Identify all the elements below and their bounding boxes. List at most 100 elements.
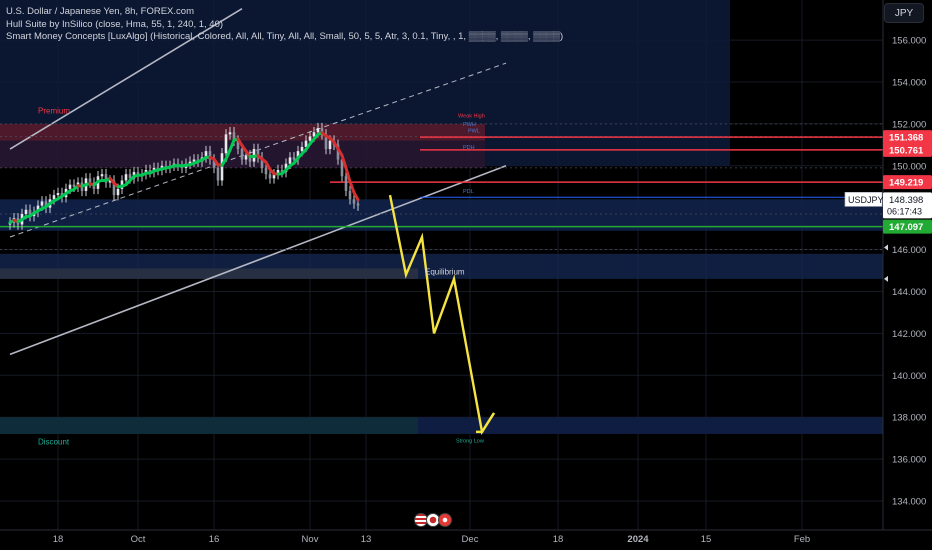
candle-body bbox=[288, 157, 292, 164]
candle-body bbox=[268, 174, 272, 179]
candle-body bbox=[108, 180, 112, 183]
time-tick-label: 18 bbox=[53, 534, 64, 545]
candle-body bbox=[216, 167, 220, 181]
hull-ma-segment bbox=[348, 180, 356, 195]
last-price-tag[interactable] bbox=[883, 192, 932, 219]
candle-body bbox=[40, 201, 44, 206]
candle-body bbox=[112, 180, 116, 196]
pdh-label: PDH bbox=[463, 145, 475, 151]
candle-body bbox=[188, 161, 192, 164]
hull-ma-segment bbox=[224, 148, 232, 161]
price-tick-label: 136.000 bbox=[892, 455, 926, 466]
level-price-tag[interactable] bbox=[883, 175, 932, 190]
candle-body bbox=[224, 134, 228, 154]
candle-body bbox=[344, 176, 348, 191]
candle-body bbox=[44, 201, 48, 208]
candle-body bbox=[52, 195, 56, 200]
price-tick-label: 142.000 bbox=[892, 329, 926, 340]
candle-body bbox=[248, 155, 252, 162]
time-tick-label: 18 bbox=[553, 534, 564, 545]
candle-body bbox=[352, 199, 356, 204]
time-tick-label: Oct bbox=[131, 534, 146, 545]
candle-body bbox=[208, 151, 212, 160]
candle-body bbox=[220, 153, 224, 181]
candle-body bbox=[328, 140, 332, 150]
hull-ma-segment bbox=[344, 166, 352, 184]
axis-marker-icon bbox=[884, 244, 888, 251]
discount-band bbox=[0, 417, 418, 434]
candle-body bbox=[356, 203, 360, 206]
time-tick-label: 15 bbox=[701, 534, 712, 545]
time-tick-label: Feb bbox=[794, 534, 810, 545]
price-tick-label: 138.000 bbox=[892, 413, 926, 424]
chart-legend: U.S. Dollar / Japanese Yen, 8h, FOREX.co… bbox=[6, 6, 563, 44]
time-tick-label: 2024 bbox=[627, 534, 649, 545]
candle-body bbox=[320, 128, 324, 135]
price-axis-background bbox=[883, 0, 932, 530]
level-price-tag[interactable] bbox=[883, 219, 932, 234]
weak-high-label: Weak High bbox=[458, 114, 485, 120]
economic-event-icon[interactable] bbox=[438, 513, 452, 527]
time-tick-label: Dec bbox=[462, 534, 479, 545]
equilibrium-label: Equilibrium bbox=[425, 268, 465, 277]
candle-body bbox=[348, 190, 352, 200]
candle-body bbox=[308, 136, 312, 141]
price-tick-label: 144.000 bbox=[892, 287, 926, 298]
price-tick-label: 154.000 bbox=[892, 78, 926, 89]
pdl-label: PDL bbox=[463, 189, 474, 195]
indicator-hull-suite[interactable]: Hull Suite by InSilico (close, Hma, 55, … bbox=[6, 18, 224, 30]
price-tick-label: 146.000 bbox=[892, 245, 926, 256]
channel-upper-line bbox=[9, 7, 243, 150]
candle-body bbox=[304, 140, 308, 147]
candle-body bbox=[88, 178, 92, 183]
candle-body bbox=[276, 169, 280, 175]
candle-body bbox=[68, 184, 72, 189]
candle-body bbox=[240, 149, 244, 160]
time-tick-label: 13 bbox=[361, 534, 372, 545]
candle-body bbox=[204, 151, 208, 158]
symbol-badge bbox=[844, 192, 883, 207]
currency-button[interactable]: JPY bbox=[884, 3, 924, 23]
axis-marker-icon bbox=[884, 275, 888, 282]
premium-label: Premium bbox=[38, 106, 70, 115]
event-flags[interactable] bbox=[410, 513, 452, 527]
candle-body bbox=[56, 193, 60, 196]
candle-body bbox=[280, 169, 284, 173]
candle-body bbox=[256, 149, 260, 158]
strong-low-label: Strong Low bbox=[456, 438, 484, 444]
price-tick-label: 152.000 bbox=[892, 119, 926, 130]
price-tick-label: 150.000 bbox=[892, 161, 926, 172]
candle-body bbox=[36, 205, 40, 212]
hull-ma-segment bbox=[352, 191, 360, 202]
candle-body bbox=[296, 151, 300, 160]
candle-body bbox=[228, 132, 232, 135]
candle-body bbox=[116, 188, 120, 196]
candle-body bbox=[192, 159, 196, 162]
order-block-box bbox=[0, 199, 883, 231]
price-tick-label: 134.000 bbox=[892, 497, 926, 508]
candle-body bbox=[124, 174, 128, 181]
level-price-tag-label: 147.097 bbox=[889, 222, 923, 233]
last-price-label: 148.398 bbox=[889, 195, 923, 206]
discount-label: Discount bbox=[38, 437, 70, 446]
symbol-title[interactable]: U.S. Dollar / Japanese Yen, 8h, FOREX.co… bbox=[6, 6, 194, 17]
symbol-badge-label: USDJPY bbox=[848, 195, 884, 205]
hull-ma-segment bbox=[228, 138, 236, 152]
price-tick-label: 140.000 bbox=[892, 371, 926, 382]
candle-body bbox=[324, 134, 328, 150]
candle-body bbox=[340, 159, 344, 177]
hull-ma-segment bbox=[340, 153, 348, 170]
pwl-label: PWL bbox=[468, 128, 480, 134]
price-tick-label: 156.000 bbox=[892, 36, 926, 47]
candle-body bbox=[24, 209, 28, 214]
candle-body bbox=[316, 128, 320, 133]
premium-zone bbox=[0, 123, 485, 141]
level-price-tag[interactable] bbox=[883, 130, 932, 145]
candle-body bbox=[292, 157, 296, 160]
level-price-tag-label: 149.219 bbox=[889, 178, 923, 189]
level-price-tag[interactable] bbox=[883, 142, 932, 157]
candle-body bbox=[312, 132, 316, 137]
candle-body bbox=[100, 174, 104, 177]
indicator-smart-money[interactable]: Smart Money Concepts [LuxAlgo] (Historic… bbox=[6, 31, 564, 42]
